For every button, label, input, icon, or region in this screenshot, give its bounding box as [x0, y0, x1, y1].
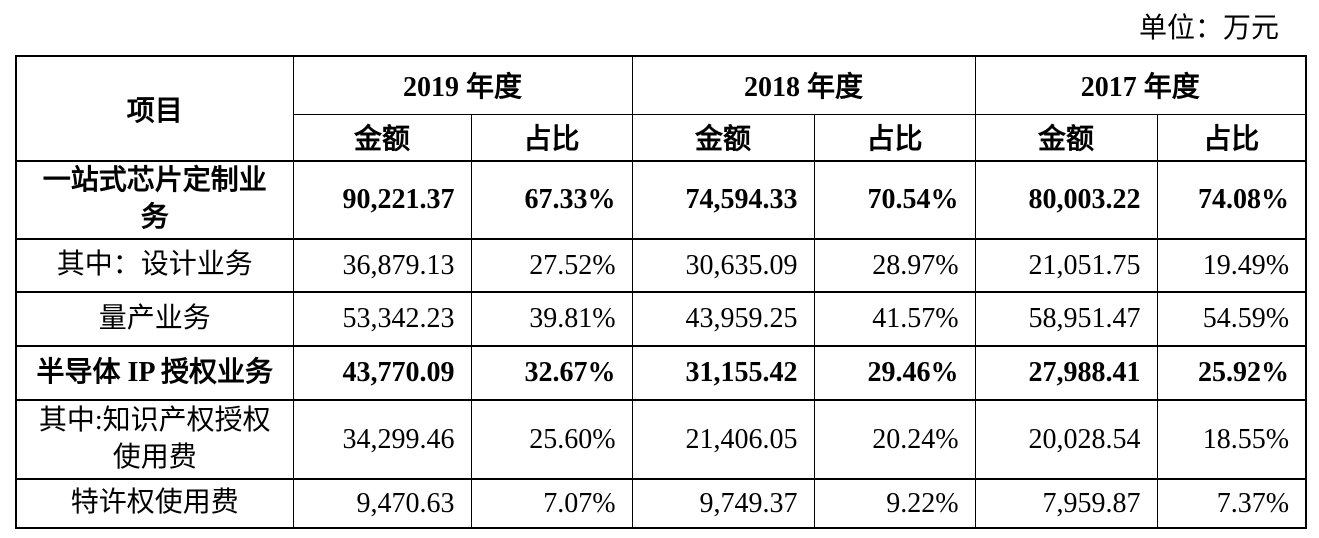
amount-cell: 9,749.37: [631, 478, 815, 529]
unit-label: 单位：万元: [1138, 13, 1279, 44]
table-row-semiconductor-ip-licensing: 半导体 IP 授权业务 43,770.09 32.67% 31,155.42 2…: [15, 345, 1307, 401]
ratio-cell: 27.52%: [470, 238, 633, 293]
amount-cell: 36,879.13: [292, 238, 472, 293]
ratio-header: 占比: [470, 113, 633, 162]
amount-header: 金额: [974, 113, 1158, 162]
amount-header: 金额: [292, 113, 472, 162]
row-label: 一站式芯片定制业 务: [15, 160, 294, 240]
row-label: 其中：设计业务: [15, 238, 294, 293]
ratio-cell: 7.07%: [470, 478, 633, 529]
ratio-cell: 32.67%: [470, 345, 633, 401]
amount-cell: 20,028.54: [974, 399, 1158, 480]
amount-cell: 31,155.42: [631, 345, 815, 401]
header-year-row: 项目 2019 年度 2018 年度 2017 年度: [15, 55, 1307, 162]
ratio-cell: 67.33%: [470, 160, 633, 240]
header-year-2017: 2017 年度: [974, 55, 1307, 115]
table-row-royalty-fee: 特许权使用费 9,470.63 7.07% 9,749.37 9.22% 7,9…: [15, 478, 1307, 529]
header-year-2018: 2018 年度: [631, 55, 976, 115]
ratio-cell: 19.49%: [1156, 238, 1307, 293]
revenue-breakdown-table: 项目 2019 年度 2018 年度 2017 年度 金额 占比 金额 占比 金…: [15, 55, 1308, 529]
ratio-cell: 41.57%: [813, 291, 976, 347]
amount-cell: 21,051.75: [974, 238, 1158, 293]
table-row-design-business: 其中：设计业务 36,879.13 27.52% 30,635.09 28.97…: [15, 238, 1307, 293]
amount-cell: 90,221.37: [292, 160, 472, 240]
amount-cell: 9,470.63: [292, 478, 472, 529]
amount-cell: 34,299.46: [292, 399, 472, 480]
ratio-cell: 9.22%: [813, 478, 976, 529]
ratio-cell: 20.24%: [813, 399, 976, 480]
ratio-cell: 7.37%: [1156, 478, 1307, 529]
amount-cell: 27,988.41: [974, 345, 1158, 401]
header-item: 项目: [15, 55, 294, 162]
ratio-header: 占比: [1156, 113, 1307, 162]
table-row-ip-license-fee: 其中:知识产权授权 使用费 34,299.46 25.60% 21,406.05…: [15, 399, 1307, 480]
amount-cell: 53,342.23: [292, 291, 472, 347]
ratio-cell: 74.08%: [1156, 160, 1307, 240]
amount-cell: 58,951.47: [974, 291, 1158, 347]
amount-cell: 74,594.33: [631, 160, 815, 240]
header-year-2019: 2019 年度: [292, 55, 633, 115]
ratio-cell: 25.92%: [1156, 345, 1307, 401]
ratio-cell: 39.81%: [470, 291, 633, 347]
row-label: 量产业务: [15, 291, 294, 347]
table-row-mass-production-business: 量产业务 53,342.23 39.81% 43,959.25 41.57% 5…: [15, 291, 1307, 347]
amount-header: 金额: [631, 113, 815, 162]
row-label: 半导体 IP 授权业务: [15, 345, 294, 401]
amount-cell: 43,959.25: [631, 291, 815, 347]
amount-cell: 21,406.05: [631, 399, 815, 480]
ratio-header: 占比: [813, 113, 976, 162]
row-label: 特许权使用费: [15, 478, 294, 529]
ratio-cell: 25.60%: [470, 399, 633, 480]
table-row-one-stop-chip-customization: 一站式芯片定制业 务 90,221.37 67.33% 74,594.33 70…: [15, 160, 1307, 240]
row-label: 其中:知识产权授权 使用费: [15, 399, 294, 480]
ratio-cell: 70.54%: [813, 160, 976, 240]
ratio-cell: 54.59%: [1156, 291, 1307, 347]
amount-cell: 30,635.09: [631, 238, 815, 293]
amount-cell: 43,770.09: [292, 345, 472, 401]
ratio-cell: 28.97%: [813, 238, 976, 293]
amount-cell: 7,959.87: [974, 478, 1158, 529]
amount-cell: 80,003.22: [974, 160, 1158, 240]
ratio-cell: 29.46%: [813, 345, 976, 401]
ratio-cell: 18.55%: [1156, 399, 1307, 480]
